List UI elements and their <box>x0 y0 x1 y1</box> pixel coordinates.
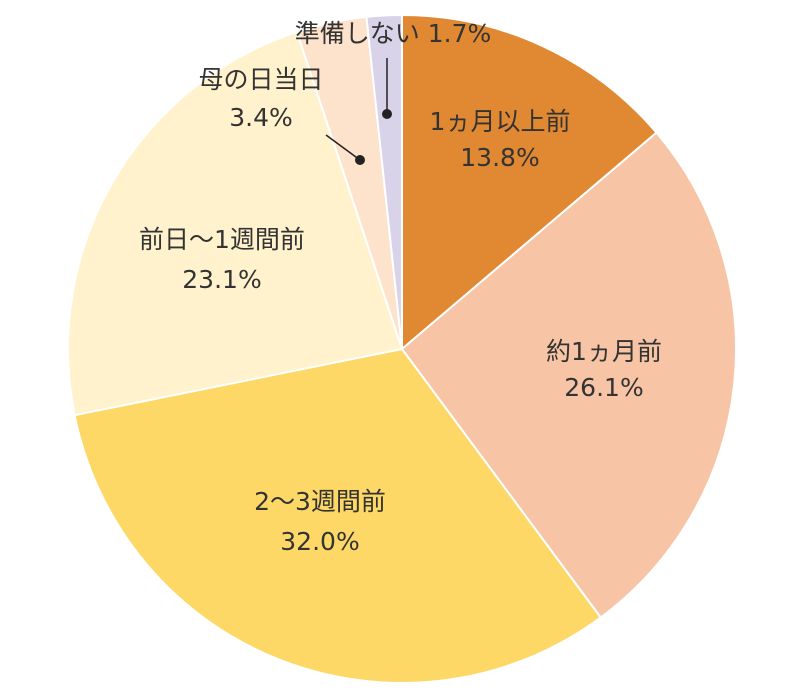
slice-labels: 1ヵ月以上前 13.8% 約1ヵ月前 26.1% 2〜3週間前 32.0% 前日〜1週間前 2… <box>139 19 662 556</box>
leader-lines <box>325 58 392 165</box>
slice-value-label: 13.8% <box>460 143 539 172</box>
slice-value-label: 26.1% <box>564 373 643 402</box>
slice-value-label: 23.1% <box>182 265 261 294</box>
slice-label: 準備しない 1.7% <box>295 19 491 48</box>
leader-line <box>325 134 361 161</box>
pie-slice <box>67 30 404 417</box>
slice-value-label: 32.0% <box>280 527 359 556</box>
pie-slice <box>73 347 603 684</box>
slice-label: 母の日当日 <box>198 65 323 94</box>
pie-slice <box>401 13 658 352</box>
pie-slices <box>67 13 737 684</box>
slice-label: 前日〜1週間前 <box>139 225 305 254</box>
slice-label: 1ヵ月以上前 <box>430 107 571 136</box>
leader-dot <box>355 155 365 165</box>
leader-dot <box>382 109 392 119</box>
pie-slice <box>365 13 403 350</box>
slice-label: 約1ヵ月前 <box>546 337 662 366</box>
slice-label: 2〜3週間前 <box>254 487 386 516</box>
pie-slice <box>400 131 737 619</box>
slice-value-label: 3.4% <box>229 103 293 132</box>
